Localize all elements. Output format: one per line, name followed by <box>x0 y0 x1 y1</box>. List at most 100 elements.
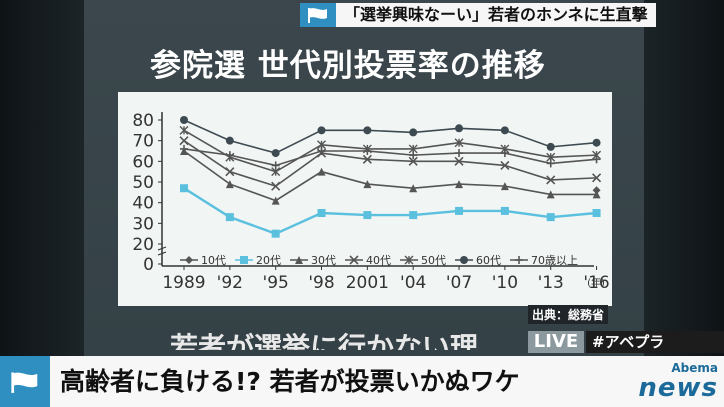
data-point <box>454 138 464 148</box>
series-line <box>183 119 597 154</box>
data-point <box>271 229 280 238</box>
flag-icon <box>300 3 336 27</box>
data-point <box>592 155 601 164</box>
data-point <box>317 147 326 155</box>
logo-news: news <box>638 373 718 403</box>
data-point <box>592 186 601 195</box>
data-point <box>500 182 509 191</box>
data-point <box>363 211 372 220</box>
data-point <box>225 151 234 160</box>
series-line <box>183 140 597 188</box>
legend-marker <box>295 256 303 264</box>
legend-label: 20代 <box>256 254 281 267</box>
x-tick-label: '13 <box>538 273 564 293</box>
series-line <box>183 129 597 173</box>
data-point <box>546 190 555 199</box>
legend-marker <box>460 256 468 264</box>
data-point <box>179 125 189 135</box>
legend-label: 50代 <box>421 254 446 267</box>
legend-label: 40代 <box>366 254 391 267</box>
x-tick-label: 2001 <box>346 273 389 293</box>
legend-label: 70歳以上 <box>531 254 578 267</box>
chart-panel: 0 20 30 40 50 60 70 80 1989 '92 '95 '98 2001 '04 '07 '1… <box>118 92 612 306</box>
series-line <box>183 148 597 167</box>
data-point <box>409 211 418 220</box>
data-point <box>180 144 188 153</box>
data-point <box>225 167 235 177</box>
data-point <box>409 184 418 193</box>
y-tick-label: 50 <box>132 173 154 193</box>
legend-marker <box>185 256 193 264</box>
source-label: 出典：総務省 <box>528 305 609 324</box>
data-point <box>225 213 234 222</box>
data-point <box>409 151 418 160</box>
data-point <box>546 213 555 222</box>
board-subheading: 若者が選挙に行かない理 <box>170 331 479 350</box>
data-point <box>271 161 280 170</box>
legend-marker <box>404 255 414 265</box>
lower-third: 高齢者に負ける!? 若者が投票いかぬワケ <box>0 356 724 407</box>
flag-icon <box>0 356 50 407</box>
data-point <box>591 173 602 183</box>
x-tick-label: '16 <box>583 273 609 293</box>
x-tick-label: '10 <box>492 273 518 293</box>
data-point <box>180 116 188 124</box>
data-point <box>362 154 372 164</box>
data-point <box>546 159 555 168</box>
chart-title: 参院選 世代別投票率の推移 <box>150 48 546 84</box>
legend-label: 60代 <box>476 254 501 267</box>
y-tick-label: 20 <box>132 235 154 255</box>
data-point <box>546 142 555 151</box>
data-point <box>592 209 601 217</box>
x-tick-label: 1989 <box>162 273 205 293</box>
data-point <box>271 196 280 205</box>
data-point <box>271 149 280 158</box>
x-tick-label: '98 <box>308 273 334 293</box>
data-point <box>500 206 509 215</box>
data-point <box>455 124 464 133</box>
x-tick-label: '04 <box>400 273 426 293</box>
data-point <box>500 126 509 135</box>
data-point <box>317 126 326 135</box>
y-tick-label: 30 <box>132 214 154 234</box>
y-tick-label: 70 <box>132 132 154 152</box>
data-point <box>363 147 372 155</box>
data-point <box>225 136 234 145</box>
data-point <box>454 156 464 166</box>
series-line <box>183 187 597 235</box>
series-line <box>183 150 597 202</box>
data-point <box>317 209 326 217</box>
x-tick-label: '07 <box>446 273 472 293</box>
data-point <box>455 206 464 215</box>
hashtag-label: #アベプラ <box>586 331 724 353</box>
data-point <box>455 180 464 189</box>
data-point <box>592 190 601 199</box>
data-point <box>180 184 188 193</box>
data-point <box>363 126 372 135</box>
data-point <box>408 156 418 166</box>
abema-news-logo: Abema news <box>638 361 718 403</box>
legend-marker <box>515 256 523 264</box>
data-point <box>546 175 556 185</box>
legend-marker <box>349 255 359 265</box>
data-point <box>409 128 418 137</box>
data-point <box>455 149 464 158</box>
data-point <box>592 138 601 147</box>
data-point <box>500 149 509 158</box>
y-tick-label: 40 <box>132 194 154 214</box>
data-point <box>271 181 281 191</box>
y-tick-label: 80 <box>132 111 154 131</box>
x-tick-label: '95 <box>263 273 289 293</box>
legend-label: 30代 <box>311 254 336 267</box>
data-point <box>500 160 510 171</box>
data-point <box>317 167 326 176</box>
y-tick-label: 60 <box>132 152 154 172</box>
logo-brand: Abema <box>671 361 718 375</box>
data-point <box>225 180 234 189</box>
live-badge: LIVE <box>528 331 584 353</box>
x-tick-label: '92 <box>217 273 243 293</box>
topic-text: 「選挙興味なーい」若者のホンネに生直撃 <box>336 3 656 27</box>
legend-label: 10代 <box>201 254 226 267</box>
x-unit-label: (年) <box>587 276 605 289</box>
